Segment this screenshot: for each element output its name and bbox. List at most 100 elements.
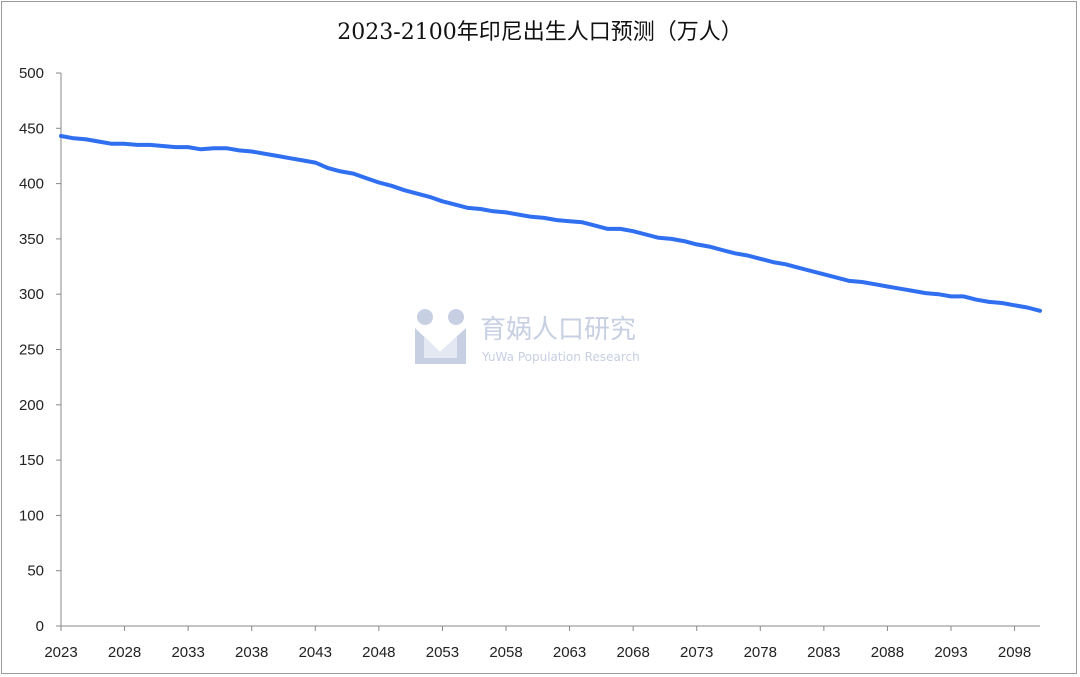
data-point [606, 227, 609, 230]
y-tick-label: 450 [19, 120, 44, 137]
data-point [581, 221, 584, 224]
y-tick-label: 300 [19, 286, 44, 303]
x-tick-label: 2058 [489, 644, 522, 661]
data-point [72, 137, 75, 140]
y-axis-ticks: 0 50 100 150 200 250 300 350 400 450 500 [19, 65, 61, 635]
data-point [123, 142, 126, 145]
data-point [555, 219, 558, 222]
data-point [441, 200, 444, 203]
data-point [886, 285, 889, 288]
data-point [98, 140, 101, 143]
data-point [899, 287, 902, 290]
data-point [644, 233, 647, 236]
data-point [632, 230, 635, 233]
data-point [466, 206, 469, 209]
y-tick-label: 50 [27, 563, 44, 580]
data-point [403, 189, 406, 192]
series-line-0 [59, 134, 1042, 313]
data-point [619, 227, 622, 230]
data-point [848, 279, 851, 282]
y-tick-label: 400 [19, 176, 44, 193]
data-point [988, 300, 991, 303]
data-point [314, 161, 317, 164]
data-point [861, 281, 864, 284]
data-point [161, 145, 164, 148]
data-point [1039, 309, 1042, 312]
x-axis-ticks: 2023 2028 2033 2038 2043 2048 2053 2058 2063 2068… [44, 626, 1031, 661]
watermark: 育娲人口研究 YuWa Population Research [415, 309, 640, 364]
data-point [975, 298, 978, 301]
data-point [276, 154, 279, 157]
data-point [1013, 304, 1016, 307]
chart-title: 2023-2100年印尼出生人口预测（万人） [337, 20, 743, 45]
data-point [822, 273, 825, 276]
data-point [288, 157, 291, 160]
data-point [60, 135, 63, 138]
data-point [110, 142, 113, 145]
data-point [505, 211, 508, 214]
x-tick-label: 2043 [299, 644, 332, 661]
data-point [492, 210, 495, 213]
data-point [428, 195, 431, 198]
watermark-name: 育娲人口研究 [480, 315, 636, 345]
data-point [390, 184, 393, 187]
data-point [187, 146, 190, 149]
x-tick-label: 2078 [744, 644, 777, 661]
data-point [873, 283, 876, 286]
data-point [1000, 302, 1003, 305]
data-point [377, 181, 380, 184]
data-point [835, 276, 838, 279]
x-tick-label: 2033 [171, 644, 204, 661]
data-point [238, 149, 241, 152]
x-tick-label: 2053 [426, 644, 459, 661]
y-tick-label: 250 [19, 342, 44, 359]
data-point [454, 203, 457, 206]
data-point [339, 170, 342, 173]
data-point [911, 289, 914, 292]
data-point [772, 261, 775, 264]
y-tick-label: 500 [19, 65, 44, 82]
data-point [721, 249, 724, 252]
data-point [950, 295, 953, 298]
y-tick-label: 150 [19, 452, 44, 469]
data-point [594, 224, 597, 227]
data-point [149, 143, 152, 146]
x-tick-label: 2038 [235, 644, 268, 661]
data-point [746, 254, 749, 257]
data-point [250, 150, 253, 153]
data-point [784, 263, 787, 266]
watermark-logo-icon [415, 309, 466, 364]
data-point [543, 216, 546, 219]
data-point [517, 213, 520, 216]
data-point [733, 252, 736, 255]
x-tick-label: 2028 [108, 644, 141, 661]
data-point [225, 147, 228, 150]
y-tick-label: 200 [19, 397, 44, 414]
data-point [657, 236, 660, 239]
data-point [568, 220, 571, 223]
data-point [962, 295, 965, 298]
series-group [59, 134, 1042, 313]
data-point [530, 215, 533, 218]
data-point [327, 167, 330, 170]
data-point [695, 243, 698, 246]
data-point [810, 270, 813, 273]
data-point [670, 237, 673, 240]
data-point [1026, 306, 1029, 309]
data-point [212, 147, 215, 150]
x-tick-label: 2088 [871, 644, 904, 661]
data-point [85, 138, 88, 141]
data-point [263, 152, 266, 155]
data-point [924, 292, 927, 295]
data-point [352, 172, 355, 175]
data-point [199, 148, 202, 151]
data-point [365, 177, 368, 180]
y-tick-label: 0 [36, 618, 44, 635]
x-tick-label: 2048 [362, 644, 395, 661]
data-point [174, 146, 177, 149]
data-point [759, 257, 762, 260]
data-point [301, 159, 304, 162]
data-point [479, 208, 482, 211]
